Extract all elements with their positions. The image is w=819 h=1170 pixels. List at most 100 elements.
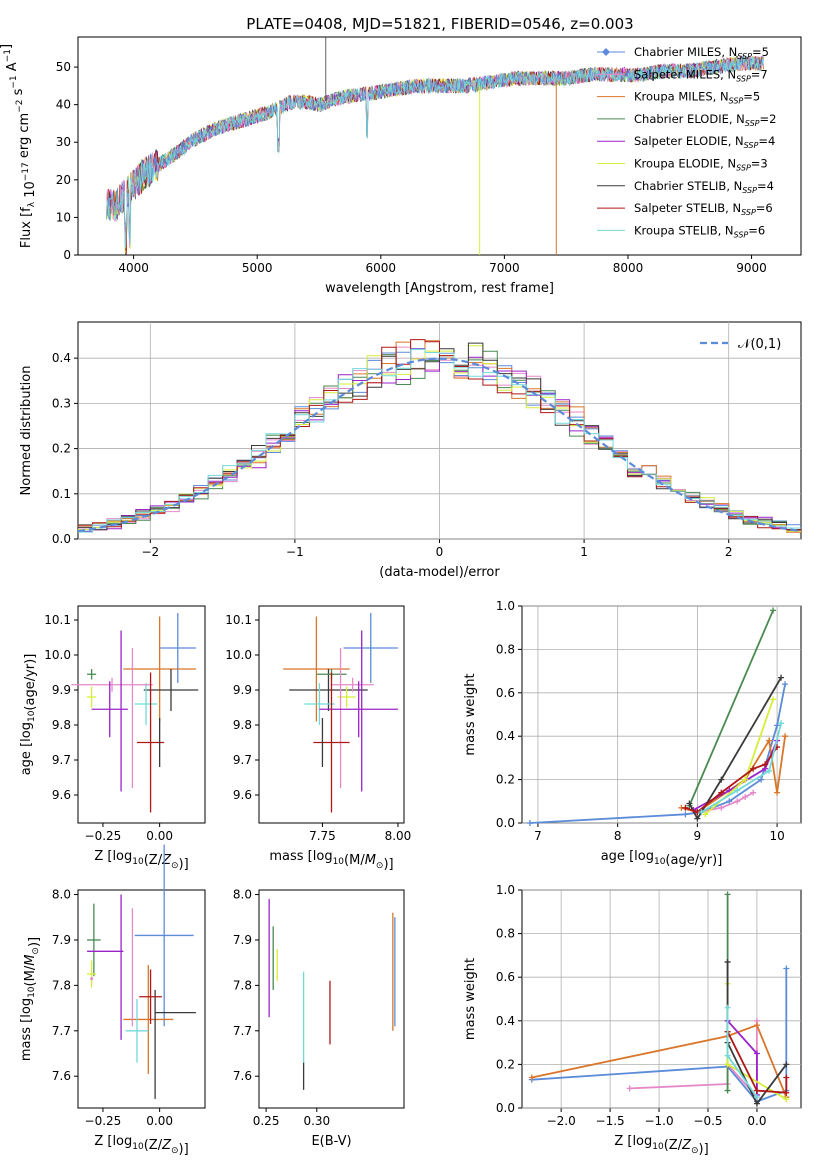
label-fragment: 10 [27,710,37,722]
y-tick-label: 0.8 [496,927,515,941]
label-fragment: mass weight [463,673,478,755]
label-fragment: wavelength [Angstrom, rest frame] [325,281,554,296]
y-tick-label: 8.0 [52,888,71,902]
data-point [90,977,94,981]
x-tick-label: −2.0 [547,1114,576,1128]
weight-line-red [726,1031,788,1094]
x-tick-label: −1.5 [596,1114,625,1128]
x-tick-label: 5000 [242,261,273,275]
legend-subscript: SSP [737,52,752,61]
legend-value: =6 [756,201,773,215]
weight-marker [783,1096,790,1103]
label-fragment: (data-model)/error [379,565,500,580]
y-tick-label: 0.2 [496,1057,515,1071]
weight-marker [766,737,773,744]
panel-z-mass: −0.25 0.007.67.77.87.98.0Z [log10(Z/Z⊙)]m… [19,844,206,1157]
label-fragment: −17 [21,162,31,181]
y-tick-label: 10.1 [44,613,71,627]
y-tick-label: 7.8 [233,978,252,992]
weight-marker [724,1004,731,1011]
label-fragment: E(B-V) [311,1134,351,1149]
spectrum-line-green [106,56,764,251]
legend-label: Salpeter ELODIE, NSSP=4 [634,134,775,150]
legend-subscript: SSP [742,186,757,195]
legend-value: =3 [751,157,768,171]
weight-line-blue [529,683,786,824]
y-tick-label: 9.8 [52,718,71,732]
y-tick-label: 0 [63,248,71,262]
weight-marker [718,776,725,783]
y-tick-label: 9.9 [233,683,252,697]
label-fragment: log [19,722,34,742]
y-tick-label: 1.0 [496,599,515,613]
legend-subscript: SSP [744,141,759,150]
y-tick-label: 9.8 [233,718,252,732]
y-tick-label: 7.7 [52,1024,71,1038]
label-fragment: Z [ [614,1134,632,1149]
label-fragment: Z [ [94,849,112,864]
legend-subscript: SSP [745,119,760,128]
y-tick-label: 0.1 [52,487,71,501]
legend-value: =4 [758,134,775,148]
x-tick-label: 0.0 [747,1114,766,1128]
weight-marker [734,787,741,794]
label-fragment: age [ [19,742,34,775]
weight-marker [626,1085,633,1092]
x-tick-label: 0.00 [146,1114,173,1128]
weight-marker [682,811,689,818]
y-tick-label: 0.6 [496,970,515,984]
label-fragment: Z [ [94,1134,112,1149]
y-tick-label: 10 [56,210,71,224]
legend-value: =6 [748,223,765,237]
weight-marker [783,965,790,972]
weight-marker [770,607,777,614]
legend-label: Kroupa ELODIE, NSSP=3 [634,157,768,173]
y-tick-label: 7.8 [52,978,71,992]
y-tick-label: 10.0 [225,648,252,662]
x-axis-label: (data-model)/error [379,565,500,580]
y-axis-label: mass weight [463,958,478,1040]
y-tick-label: 9.7 [52,753,71,767]
weight-marker [783,1061,790,1068]
y-axis-label: Normed distribution [19,366,34,496]
label-fragment: log [634,849,654,864]
weight-marker [724,1061,731,1068]
label-fragment: ⊙ [31,947,41,955]
label-fragment: f [19,207,34,212]
weight-marker [528,1074,535,1081]
x-tick-label: 6000 [366,261,397,275]
axes-frame [77,36,802,256]
weight-marker [750,765,757,772]
x-tick-label: 7 [534,829,542,843]
weight-marker [782,733,789,740]
weight-marker [702,811,709,818]
panel-z-weight: −2.0 −1.5 −1.0 −0.5 0.0 0.0 0.2 0.4 0.6 0.8 1.0 Z [… [463,883,802,1157]
legend-subscript: SSP [736,164,751,173]
weight-marker [682,804,689,811]
label-fragment: log [112,1134,132,1149]
weight-marker [718,789,725,796]
weight-marker [750,789,757,796]
x-tick-label: −2 [141,545,159,559]
legend-value: =4 [757,179,774,193]
legend-subscript: SSP [741,208,756,217]
label-fragment: 10 [654,857,666,867]
legend-label: Salpeter STELIB, NSSP=6 [634,201,773,217]
y-tick-label: 8.0 [233,888,252,902]
x-tick-label: −0.25 [85,1114,122,1128]
legend-label: Kroupa MILES, NSSP=5 [634,90,760,106]
weight-marker [724,1087,731,1094]
legend-value: =5 [752,45,769,59]
weight-marker [774,789,781,796]
weight-line-purple [692,740,778,811]
panel-z-age: −0.25 0.009.69.79.89.910.010.1Z [log10(Z/… [19,605,206,872]
x-tick-label: −1.0 [644,1114,673,1128]
y-tick-label: 0.2 [52,442,71,456]
weight-marker [742,793,749,800]
x-tick-label: 8.00 [385,829,412,843]
axes-frame [258,889,405,1109]
panel-ebv-mass: 0.25 0.30 7.6 7.7 7.8 7.9 8.0 E(B-V) [233,888,405,1149]
legend-value: =2 [760,112,777,126]
x-tick-label: −0.25 [85,829,122,843]
label-fragment: Z [161,853,172,868]
